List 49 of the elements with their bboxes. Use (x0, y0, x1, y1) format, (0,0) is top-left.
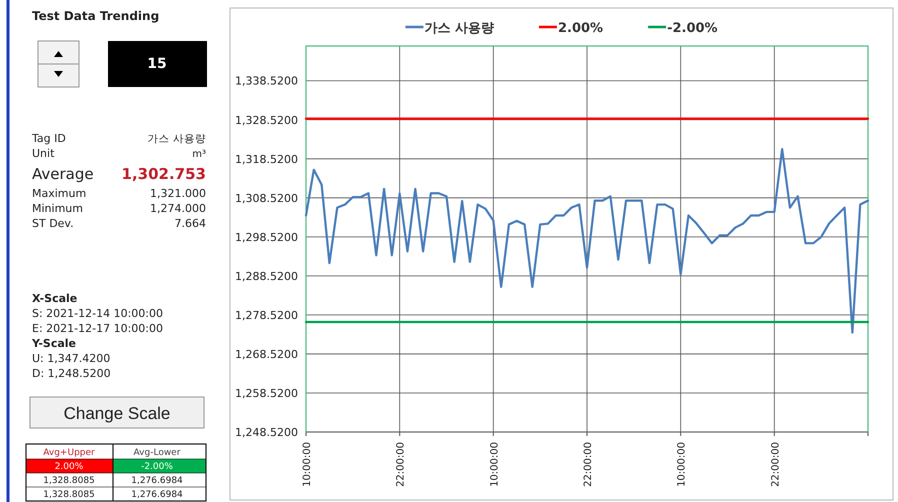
text: Y-Scale (31, 337, 76, 350)
text: X-Scale (32, 292, 78, 305)
text: S: 2021-12-14 10:00:00 (32, 307, 164, 320)
text: 1,276.6984 (131, 490, 184, 500)
y-tick-label: 1,328.5200 (235, 114, 298, 127)
text: Maximum (32, 187, 86, 200)
y-tick-label: 1,288.5200 (235, 270, 298, 283)
text: Unit (32, 147, 56, 160)
text: 1,328.8085 (43, 476, 95, 486)
text: 7.664 (174, 217, 206, 230)
text: Average (32, 165, 94, 183)
y-tick-label: 1,278.5200 (235, 308, 298, 322)
x-tick-label: 22:00:00 (396, 442, 407, 487)
text: Avg+Upper (43, 448, 96, 458)
y-tick-label: 1,308.5200 (235, 192, 298, 205)
text: D: 1,248.5200 (32, 367, 111, 380)
text: Avg-Lower (134, 448, 181, 458)
y-tick-label: 1,338.5200 (235, 74, 298, 88)
x-tick-label: 22:00:00 (583, 442, 594, 487)
text: -2.00% (141, 462, 174, 472)
y-tick-label: 1,318.5200 (235, 152, 298, 166)
text: ST Dev. (32, 217, 74, 230)
text: E: 2021-12-17 10:00:00 (32, 322, 163, 335)
text: U: 1,347.4200 (32, 352, 110, 365)
legend-label: -2.00% (667, 21, 718, 36)
legend-label: 가스 사용량 (424, 21, 494, 36)
text: 1,274.000 (150, 202, 206, 215)
x-tick-label: 10:00:00 (302, 442, 313, 487)
text: 1,302.753 (122, 165, 206, 183)
text: m³ (192, 149, 206, 160)
text: Change Scale (64, 404, 170, 423)
text: 1,328.8085 (43, 490, 95, 500)
text: 1,321.000 (150, 187, 206, 200)
text: Test Data Trending (32, 9, 160, 23)
text: 가스 사용량 (148, 133, 206, 145)
x-tick-label: 10:00:00 (489, 442, 500, 487)
y-tick-label: 1,248.5200 (235, 426, 298, 439)
text: Minimum (32, 202, 83, 215)
x-tick-label: 10:00:00 (676, 442, 688, 487)
y-tick-label: 1,268.5200 (235, 348, 298, 361)
text: 1,276.6984 (131, 476, 184, 486)
text: Tag ID (31, 132, 66, 145)
y-tick-label: 1,298.5200 (235, 230, 298, 244)
line-series (304, 148, 870, 334)
y-tick-label: 1,258.5200 (235, 386, 298, 400)
legend-label: 2.00% (558, 21, 604, 36)
x-tick-label: 22:00:00 (770, 442, 782, 487)
text: 15 (147, 56, 167, 72)
text: 2.00% (54, 462, 84, 472)
